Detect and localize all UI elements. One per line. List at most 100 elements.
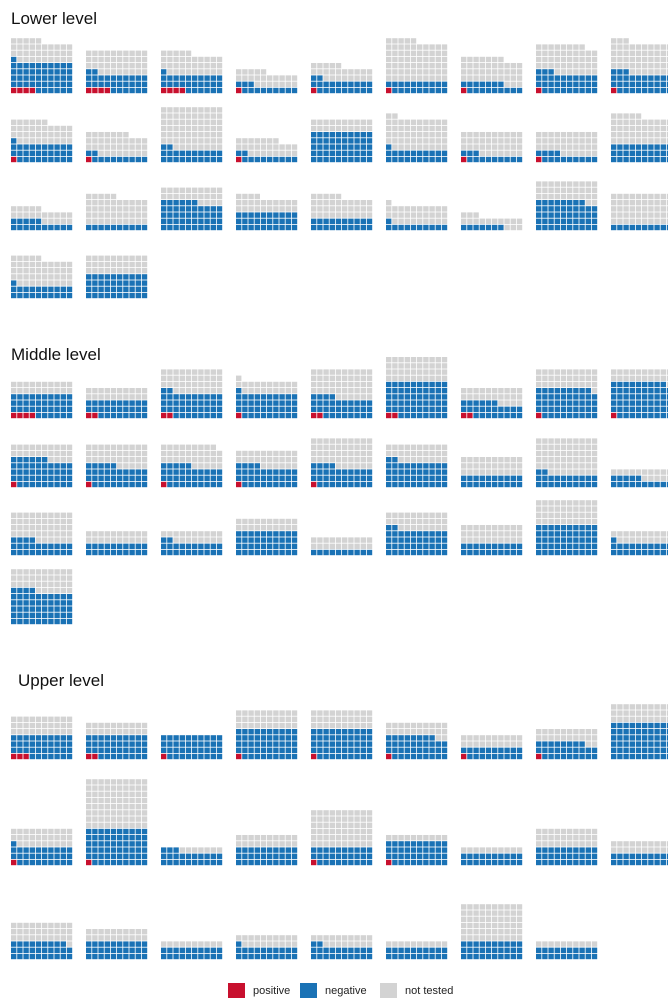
waffle-cell: [204, 200, 210, 206]
waffle-cell: [560, 835, 567, 841]
waffle-cell: [591, 518, 598, 525]
waffle-cell: [210, 847, 216, 853]
waffle-cell: [98, 69, 104, 75]
waffle-cell: [48, 280, 54, 286]
waffle-cell: [167, 138, 173, 144]
waffle-cell: [366, 735, 373, 741]
waffle-cell: [248, 193, 254, 200]
waffle-cell: [617, 75, 623, 81]
waffle-cell: [66, 381, 73, 388]
waffle-cell: [410, 953, 417, 960]
waffle-cell: [54, 747, 60, 753]
waffle-cell: [567, 56, 573, 63]
waffle-cell: [29, 394, 35, 400]
waffle-cell: [441, 406, 448, 412]
waffle-cell: [510, 218, 516, 224]
waffle-cell: [329, 947, 335, 953]
waffle-cell: [161, 375, 167, 381]
waffle-cell: [323, 953, 329, 960]
waffle-cell: [179, 193, 185, 200]
waffle-cell: [141, 224, 148, 231]
waffle-cell: [267, 400, 273, 406]
waffle-cell: [317, 193, 323, 200]
waffle-cell: [323, 369, 329, 375]
waffle-cell: [198, 741, 204, 747]
waffle-cell: [98, 463, 104, 469]
waffle-cell: [185, 63, 192, 69]
waffle-cell: [54, 274, 60, 280]
waffle-cell: [117, 150, 123, 156]
waffle-cell: [23, 543, 29, 549]
waffle-cell: [42, 87, 48, 94]
waffle-cell: [48, 212, 54, 218]
waffle-cell: [660, 481, 666, 488]
waffle-cell: [510, 847, 516, 853]
waffle-cell: [104, 400, 110, 406]
waffle-cell: [42, 81, 48, 87]
waffle-cell: [11, 144, 17, 150]
waffle-cell: [104, 156, 110, 163]
waffle-cell: [192, 369, 198, 375]
waffle-cell: [467, 87, 473, 94]
waffle-cell: [342, 119, 348, 125]
waffle-cell: [110, 822, 117, 828]
waffle-cell: [66, 81, 73, 87]
waffle-cell: [323, 469, 329, 475]
waffle-cell: [60, 853, 66, 859]
waffle-cell: [404, 841, 410, 847]
waffle-cell: [129, 400, 135, 406]
waffle-cell: [554, 63, 560, 69]
waffle-cell: [248, 710, 254, 716]
waffle-cell: [317, 753, 323, 760]
waffle-cell: [104, 224, 110, 231]
waffle-cell: [366, 947, 373, 953]
waffle-cell: [23, 722, 29, 729]
waffle-cell: [23, 935, 29, 941]
waffle-cell: [461, 132, 467, 138]
waffle-cell: [585, 859, 591, 866]
waffle-cell: [135, 828, 141, 835]
waffle-cell: [410, 747, 417, 753]
waffle-cell: [129, 475, 135, 481]
waffle-cell: [60, 412, 66, 419]
waffle-cell: [254, 400, 260, 406]
waffle-cell: [366, 953, 373, 960]
waffle-cell: [611, 44, 617, 50]
waffle-cell: [660, 212, 666, 218]
waffle-cell: [129, 481, 135, 488]
waffle-cell: [204, 375, 210, 381]
waffle-cell: [560, 512, 567, 518]
waffle-cell: [329, 722, 335, 729]
waffle-cell: [216, 457, 223, 463]
waffle-cell: [123, 56, 129, 63]
waffle-cell: [335, 741, 342, 747]
waffle-cell: [98, 785, 104, 791]
waffle-cell: [248, 144, 254, 150]
waffle-cell: [123, 394, 129, 400]
waffle-cell: [110, 63, 117, 69]
waffle-cell: [360, 741, 366, 747]
waffle-cell: [167, 150, 173, 156]
waffle-cell: [17, 569, 23, 575]
waffle-cell: [42, 481, 48, 488]
waffle-cell: [516, 481, 523, 488]
waffle-cell: [291, 941, 298, 947]
waffle-cell: [573, 406, 579, 412]
waffle-cell: [198, 107, 204, 113]
waffle-cell: [410, 735, 417, 741]
waffle-cell: [161, 953, 167, 960]
waffle-cell: [579, 512, 585, 518]
waffle-cell: [236, 853, 242, 859]
waffle-cell: [392, 224, 398, 231]
waffle-cell: [623, 87, 629, 94]
waffle-cell: [86, 847, 92, 853]
waffle-cell: [98, 531, 104, 537]
waffle-cell: [29, 922, 35, 929]
waffle-cell: [66, 841, 73, 847]
waffle-cell: [348, 941, 354, 947]
waffle-cell: [210, 369, 216, 375]
waffle-cell: [29, 512, 35, 518]
waffle-cell: [417, 394, 423, 400]
waffle-cell: [410, 729, 417, 735]
waffle-cell: [579, 63, 585, 69]
